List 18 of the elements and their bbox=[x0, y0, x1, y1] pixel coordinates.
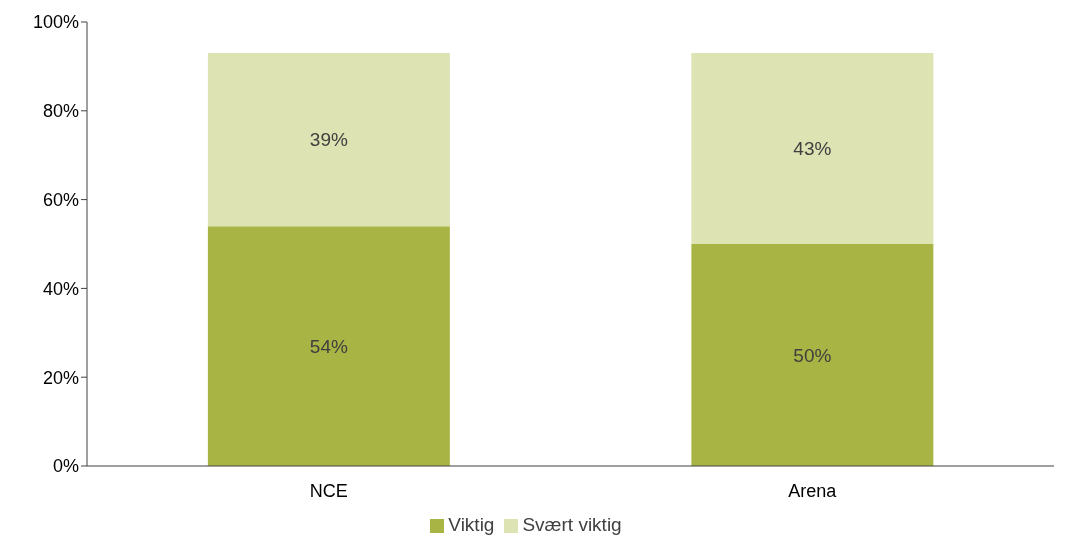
data-label: 39% bbox=[309, 129, 348, 151]
bar bbox=[207, 226, 450, 466]
legend-label: Viktig bbox=[448, 514, 495, 535]
y-tick-label: 80% bbox=[42, 101, 79, 122]
x-tick-label: NCE bbox=[309, 480, 348, 501]
y-tick-label: 20% bbox=[42, 367, 79, 388]
bar bbox=[691, 53, 934, 244]
bar bbox=[207, 53, 450, 227]
y-tick-label: 60% bbox=[42, 189, 79, 210]
data-label: 54% bbox=[309, 335, 348, 357]
data-label: 43% bbox=[793, 138, 832, 160]
y-tick-label: 0% bbox=[52, 456, 79, 477]
y-tick-label: 40% bbox=[42, 278, 79, 299]
x-tick-label: Arena bbox=[788, 480, 838, 501]
y-tick-label: 100% bbox=[32, 12, 79, 33]
bar bbox=[691, 244, 934, 466]
data-label: 50% bbox=[793, 344, 832, 366]
legend-label: Svært viktig bbox=[522, 514, 622, 535]
